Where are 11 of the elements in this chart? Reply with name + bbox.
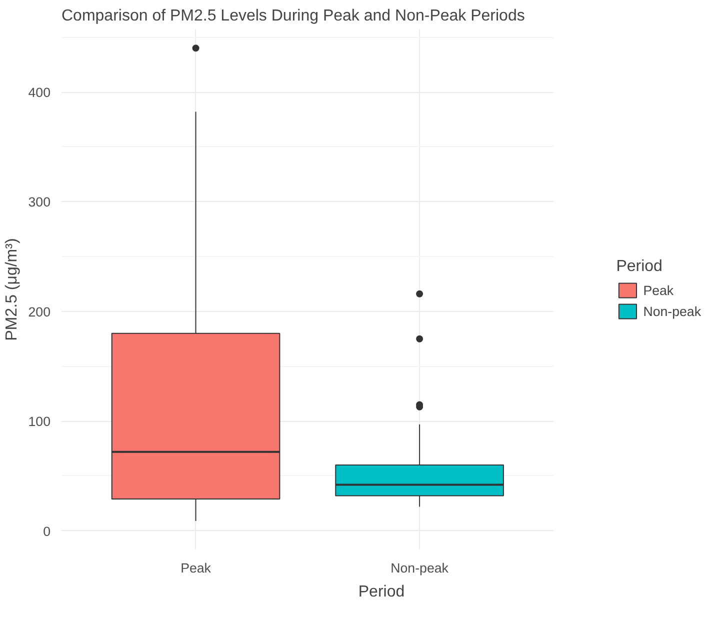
- y-axis-title: PM2.5 (μg/m³): [3, 238, 20, 341]
- chart-title: Comparison of PM2.5 Levels During Peak and Non-Peak Periods: [62, 8, 525, 24]
- legend-label: Non-peak: [643, 304, 701, 318]
- y-tick-label: 300: [28, 194, 51, 210]
- y-tick-label: 400: [28, 85, 51, 100]
- y-tick-label: 200: [28, 304, 51, 320]
- x-axis-title: Period: [358, 584, 405, 600]
- legend-label: Peak: [643, 282, 674, 298]
- y-tick-label: 100: [28, 414, 51, 430]
- legend-title: Period: [616, 258, 664, 276]
- y-tick-label: 0: [43, 524, 51, 539]
